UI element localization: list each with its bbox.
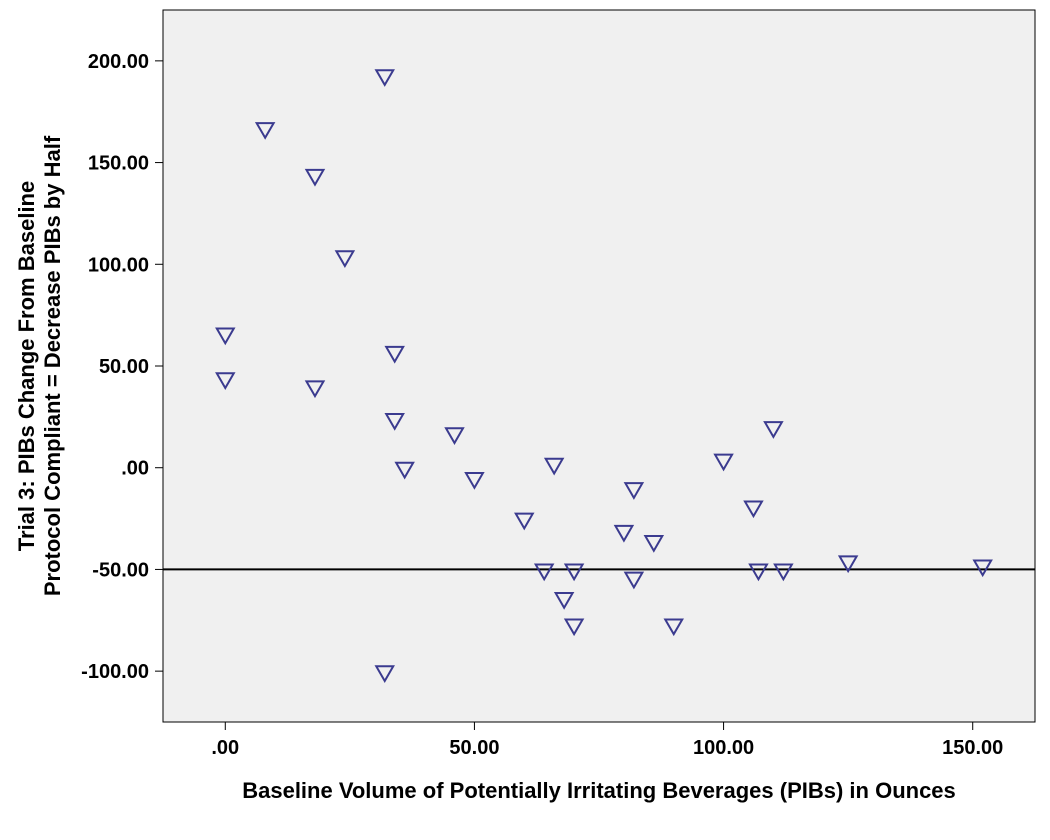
x-tick-label: 50.00	[449, 737, 499, 759]
x-tick-label: .00	[211, 737, 239, 759]
y-axis-title: Trial 3: PIBs Change From BaselineProtoc…	[14, 135, 65, 596]
y-tick-label: 100.00	[88, 254, 149, 276]
y-tick-label: -50.00	[92, 559, 149, 581]
y-tick-label: -100.00	[81, 661, 149, 683]
y-tick-label: 50.00	[99, 356, 149, 378]
x-tick-label: 150.00	[942, 737, 1003, 759]
plot-area	[163, 10, 1035, 722]
scatter-chart: .00 50.00 100.00 150.00 -100.00 -50.00 .00 50.0…	[0, 0, 1050, 840]
x-tick-label: 100.00	[693, 737, 754, 759]
chart-svg: .00 50.00 100.00 150.00 -100.00 -50.00 .00 50.0…	[0, 0, 1050, 840]
x-axis-title: Baseline Volume of Potentially Irritatin…	[242, 778, 956, 803]
y-tick-label: 150.00	[88, 153, 149, 175]
y-tick-label: 200.00	[88, 51, 149, 73]
y-tick-label: .00	[121, 458, 149, 480]
